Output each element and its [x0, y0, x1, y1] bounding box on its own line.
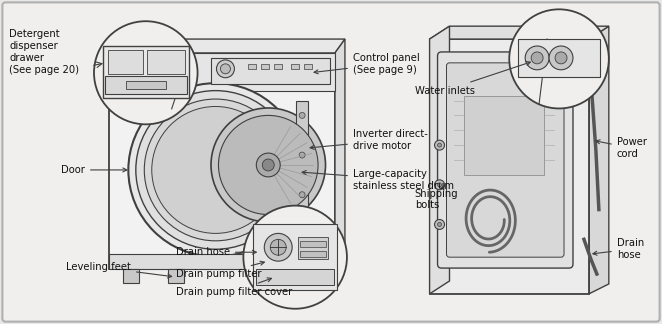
Circle shape: [525, 46, 549, 70]
Bar: [296, 100, 308, 229]
Circle shape: [299, 112, 305, 118]
Circle shape: [270, 239, 286, 255]
Bar: [167, 269, 183, 283]
Bar: [126, 81, 166, 89]
Circle shape: [299, 192, 305, 198]
Bar: [256, 269, 334, 285]
Text: Drain
hose: Drain hose: [593, 238, 644, 260]
Text: Leveling feet: Leveling feet: [66, 262, 171, 278]
Circle shape: [264, 233, 292, 261]
Bar: [304, 64, 312, 69]
Bar: [108, 50, 143, 74]
Circle shape: [529, 26, 539, 36]
FancyBboxPatch shape: [3, 2, 659, 322]
Polygon shape: [589, 26, 609, 294]
Polygon shape: [430, 39, 589, 294]
Bar: [300, 241, 326, 247]
Bar: [307, 269, 323, 283]
Circle shape: [555, 52, 567, 64]
Circle shape: [438, 183, 442, 187]
Polygon shape: [335, 39, 345, 269]
Text: Door: Door: [61, 165, 127, 175]
Circle shape: [299, 212, 305, 217]
Bar: [211, 58, 330, 84]
Circle shape: [438, 223, 442, 226]
Text: Inverter direct-
drive motor: Inverter direct- drive motor: [310, 129, 428, 151]
Bar: [248, 64, 256, 69]
Bar: [261, 64, 269, 69]
Polygon shape: [109, 53, 335, 269]
Text: Large-capacity
stainless steel drum: Large-capacity stainless steel drum: [302, 169, 454, 191]
Ellipse shape: [152, 107, 279, 233]
Text: Drain hose: Drain hose: [175, 247, 256, 257]
Circle shape: [434, 140, 444, 150]
Circle shape: [509, 9, 609, 109]
Circle shape: [220, 64, 230, 74]
Ellipse shape: [128, 83, 303, 257]
Bar: [109, 53, 335, 91]
Bar: [262, 269, 278, 283]
Bar: [116, 57, 177, 85]
Text: Drain pump filter cover: Drain pump filter cover: [175, 278, 292, 297]
Polygon shape: [430, 26, 449, 294]
Ellipse shape: [144, 99, 287, 241]
Text: (See page 20): (See page 20): [9, 65, 79, 75]
Circle shape: [216, 60, 234, 78]
Text: Shipping
bolts: Shipping bolts: [414, 186, 458, 211]
Circle shape: [434, 180, 444, 190]
Bar: [547, 31, 557, 45]
FancyBboxPatch shape: [438, 52, 573, 268]
Bar: [465, 96, 544, 175]
Bar: [291, 64, 299, 69]
Text: Water inlets: Water inlets: [414, 62, 530, 96]
Text: Drain pump filter: Drain pump filter: [175, 261, 264, 279]
Bar: [119, 61, 175, 71]
Bar: [123, 269, 139, 283]
Bar: [300, 251, 326, 257]
Circle shape: [434, 219, 444, 229]
Bar: [105, 76, 187, 94]
Text: Detergent: Detergent: [9, 29, 60, 39]
Bar: [109, 254, 335, 269]
Ellipse shape: [136, 91, 295, 249]
Bar: [274, 64, 282, 69]
Circle shape: [547, 26, 557, 36]
Ellipse shape: [218, 115, 318, 214]
Circle shape: [244, 206, 347, 309]
Circle shape: [94, 21, 197, 124]
Bar: [147, 50, 185, 74]
Text: Control panel
(See page 9): Control panel (See page 9): [314, 53, 420, 75]
Text: drawer: drawer: [9, 53, 44, 63]
Circle shape: [256, 153, 280, 177]
Bar: [103, 46, 189, 98]
Circle shape: [262, 159, 274, 171]
Polygon shape: [430, 26, 609, 39]
Circle shape: [299, 152, 305, 158]
Bar: [518, 39, 600, 77]
Bar: [254, 225, 337, 290]
Text: dispenser: dispenser: [9, 41, 58, 51]
Circle shape: [549, 46, 573, 70]
Circle shape: [438, 143, 442, 147]
Circle shape: [531, 52, 543, 64]
FancyBboxPatch shape: [446, 63, 564, 257]
Polygon shape: [109, 39, 345, 53]
Bar: [298, 237, 328, 259]
Bar: [529, 31, 539, 45]
Text: Power
cord: Power cord: [596, 137, 647, 159]
Ellipse shape: [211, 108, 326, 222]
